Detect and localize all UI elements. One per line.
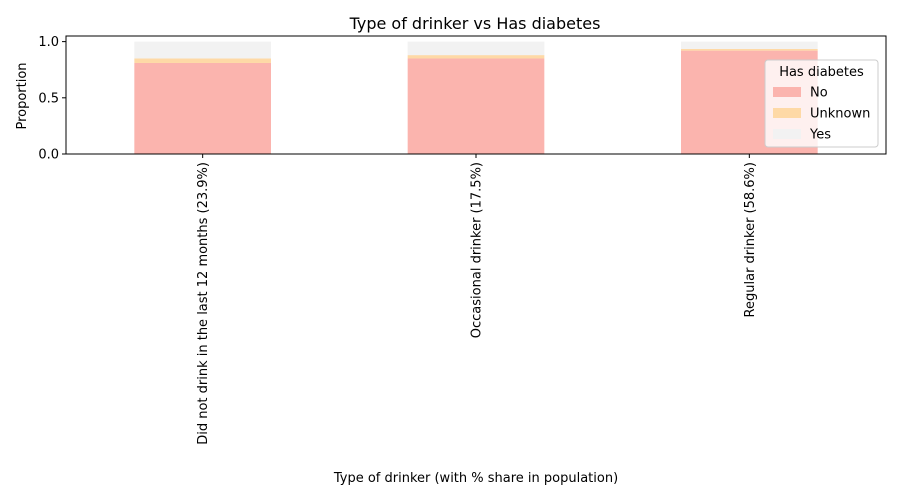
bars-group <box>134 41 818 154</box>
legend-swatch-unknown <box>773 108 801 118</box>
y-axis-label: Proportion <box>15 62 30 129</box>
x-tick-label: Did not drink in the last 12 months (23.… <box>196 162 211 445</box>
chart-title: Type of drinker vs Has diabetes <box>349 14 601 33</box>
legend-box <box>764 59 879 148</box>
bar-no-1 <box>134 62 271 154</box>
y-tick-label: 0.5 <box>38 91 59 106</box>
y-tick-label: 1.0 <box>38 35 59 50</box>
axes-group: 0.0 0.5 1.0 Did not drink in the last 12 mo… <box>38 35 887 445</box>
bar-no-2 <box>407 58 545 154</box>
bar-yes-3 <box>681 41 818 49</box>
legend-label-no: No <box>810 86 828 101</box>
y-tick-label: 0.0 <box>38 148 59 163</box>
legend-label-yes: Yes <box>809 128 831 143</box>
x-axis-label: Type of drinker (with % share in populat… <box>333 471 618 486</box>
bar-yes-2 <box>407 41 545 56</box>
legend-swatch-no <box>773 87 801 97</box>
legend: Has diabetes No Unknown Yes <box>764 59 879 148</box>
legend-swatch-yes <box>773 129 801 139</box>
bar-yes-1 <box>134 41 271 59</box>
x-tick-label: Regular drinker (58.6%) <box>743 162 758 317</box>
bar-unknown-1 <box>134 58 271 63</box>
bar-unknown-3 <box>681 48 818 51</box>
bar-unknown-2 <box>407 55 545 59</box>
x-tick-label: Occasional drinker (17.5%) <box>470 162 485 338</box>
legend-label-unknown: Unknown <box>810 107 870 122</box>
legend-title: Has diabetes <box>779 65 864 80</box>
